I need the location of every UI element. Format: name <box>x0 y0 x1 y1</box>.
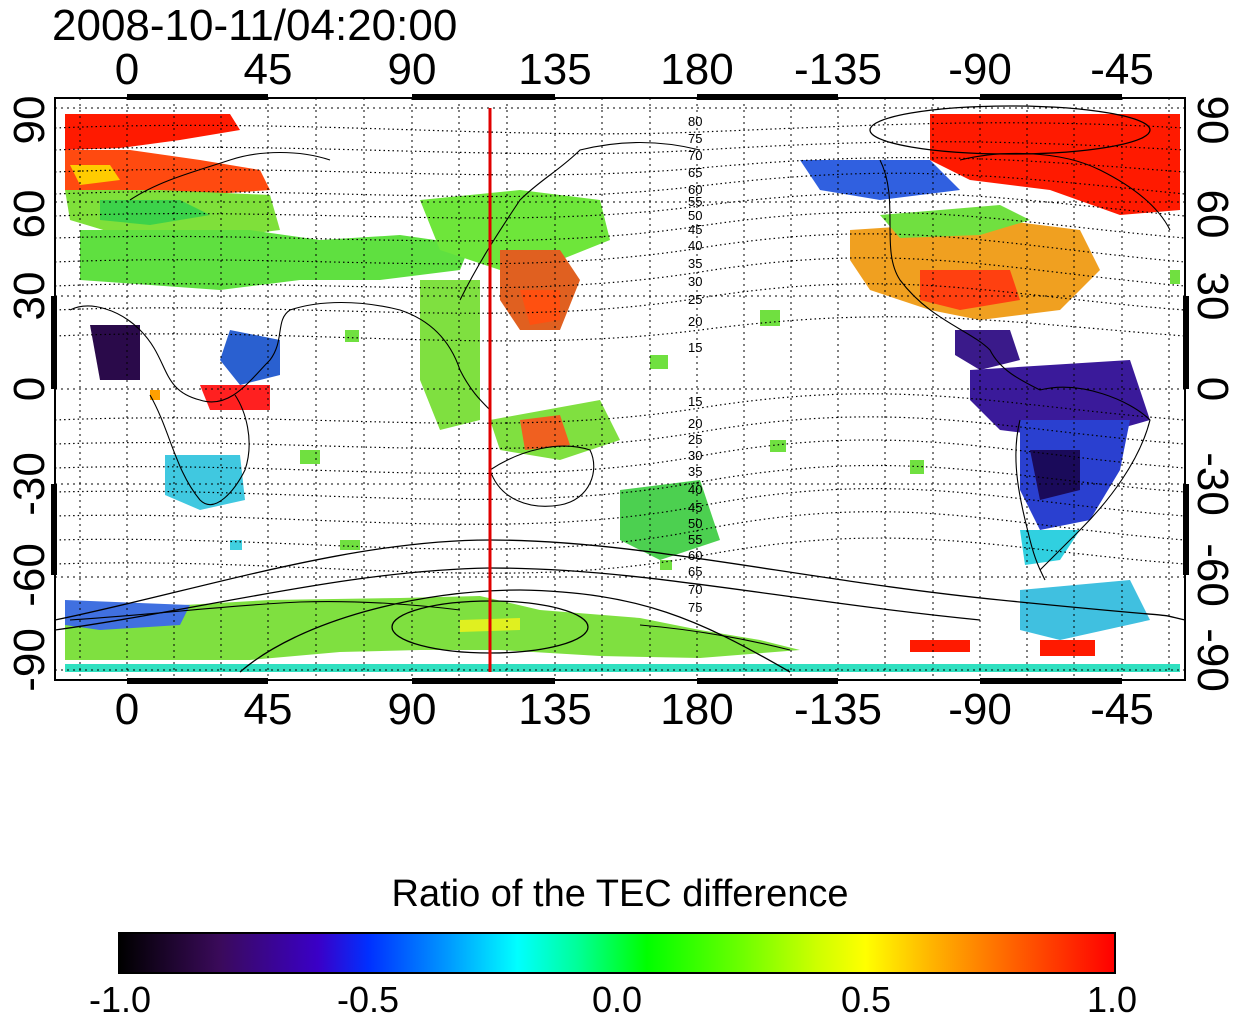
svg-text:80: 80 <box>688 114 702 129</box>
lon-label-bottom: 90 <box>387 685 437 734</box>
svg-text:70: 70 <box>688 148 702 163</box>
colorbar-tick-label: 0.0 <box>591 979 643 1020</box>
svg-text:45: 45 <box>688 222 702 237</box>
svg-text:75: 75 <box>688 600 702 615</box>
svg-text:65: 65 <box>688 165 702 180</box>
magnetic-contours <box>54 122 1186 574</box>
svg-text:25: 25 <box>688 292 702 307</box>
contour-labels-south: 15 20 25 30 35 40 45 50 55 60 65 70 75 <box>688 394 702 615</box>
svg-text:70: 70 <box>688 582 702 597</box>
svg-text:25: 25 <box>688 432 702 447</box>
svg-text:50: 50 <box>688 516 702 531</box>
svg-text:55: 55 <box>688 532 702 547</box>
lon-label-bottom: 135 <box>518 685 592 734</box>
svg-text:65: 65 <box>688 564 702 579</box>
svg-text:40: 40 <box>688 238 702 253</box>
lon-label-top: -135 <box>793 45 883 94</box>
lon-label-top: 180 <box>660 45 734 94</box>
colorbar-tick-label: 1.0 <box>1086 979 1138 1020</box>
colorbar <box>118 932 1116 974</box>
svg-text:35: 35 <box>688 256 702 271</box>
svg-text:40: 40 <box>688 482 702 497</box>
lon-label-bottom: -135 <box>793 685 883 734</box>
svg-text:75: 75 <box>688 131 702 146</box>
colorbar-title: Ratio of the TEC difference <box>391 873 849 915</box>
graticule <box>55 98 1185 680</box>
lon-label-top: 45 <box>243 45 293 94</box>
lon-label-top: 135 <box>518 45 592 94</box>
svg-text:15: 15 <box>688 394 702 409</box>
svg-text:20: 20 <box>688 314 702 329</box>
lon-label-top: -45 <box>1090 45 1154 94</box>
lon-label-bottom: -45 <box>1090 685 1154 734</box>
svg-text:60: 60 <box>688 548 702 563</box>
svg-text:45: 45 <box>688 500 702 515</box>
contour-labels-north: 80 75 70 65 60 55 50 45 40 35 30 25 20 1… <box>688 114 702 355</box>
colorbar-tick-label: 0.5 <box>840 979 892 1020</box>
timestamp-title: 2008-10-11/04:20:00 <box>52 1 458 50</box>
svg-text:15: 15 <box>688 340 702 355</box>
lon-label-top: 90 <box>387 45 437 94</box>
svg-text:55: 55 <box>688 194 702 209</box>
svg-text:60: 60 <box>688 182 702 197</box>
colorbar-tick-label: -0.5 <box>336 979 400 1020</box>
lon-label-bottom: -90 <box>948 685 1012 734</box>
lon-label-top: 0 <box>114 45 140 94</box>
lon-label-bottom: 180 <box>660 685 734 734</box>
lon-label-top: -90 <box>948 45 1012 94</box>
svg-text:35: 35 <box>688 464 702 479</box>
tec-map: 80 75 70 65 60 55 50 45 40 35 30 25 20 1… <box>51 94 1189 684</box>
colorbar-tick-label: -1.0 <box>88 979 152 1020</box>
svg-text:30: 30 <box>688 274 702 289</box>
svg-text:20: 20 <box>688 416 702 431</box>
coastlines <box>69 141 1171 651</box>
svg-text:50: 50 <box>688 208 702 223</box>
frame-ticks <box>51 94 1189 684</box>
lon-label-bottom: 0 <box>114 685 140 734</box>
svg-text:30: 30 <box>688 448 702 463</box>
lon-label-bottom: 45 <box>243 685 293 734</box>
